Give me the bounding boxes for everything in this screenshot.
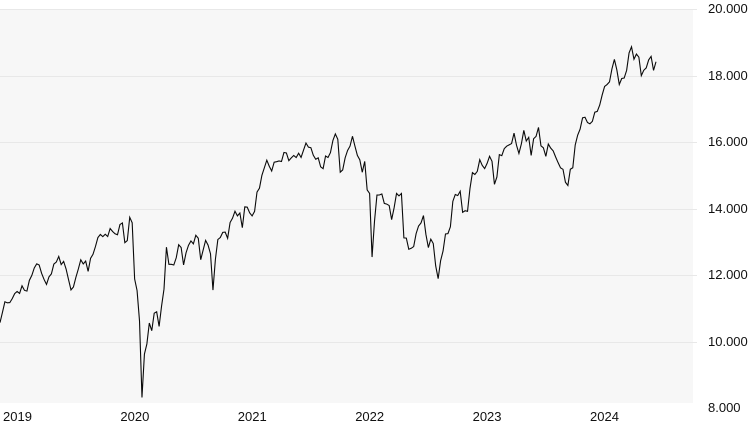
y-axis-label-10.000: 10.000: [708, 333, 748, 349]
price-line: [0, 44, 657, 398]
x-axis-label-2021: 2021: [237, 409, 267, 424]
x-axis-label-2019: 2019: [3, 409, 32, 424]
x-axis-label-2023: 2023: [472, 409, 502, 424]
y-axis-label-16.000: 16.000: [708, 134, 748, 150]
x-axis-label-2022: 2022: [355, 409, 385, 424]
x-axis-label-2024: 2024: [590, 409, 619, 424]
y-axis-label-20.000: 20.000: [708, 1, 748, 17]
x-axis-label-2020: 2020: [120, 409, 150, 424]
y-axis-label-8.000: 8.000: [708, 400, 741, 416]
y-axis-label-14.000: 14.000: [708, 200, 748, 216]
y-axis-label-12.000: 12.000: [708, 267, 748, 283]
y-axis-label-18.000: 18.000: [708, 67, 748, 83]
plot-background: [0, 10, 693, 403]
